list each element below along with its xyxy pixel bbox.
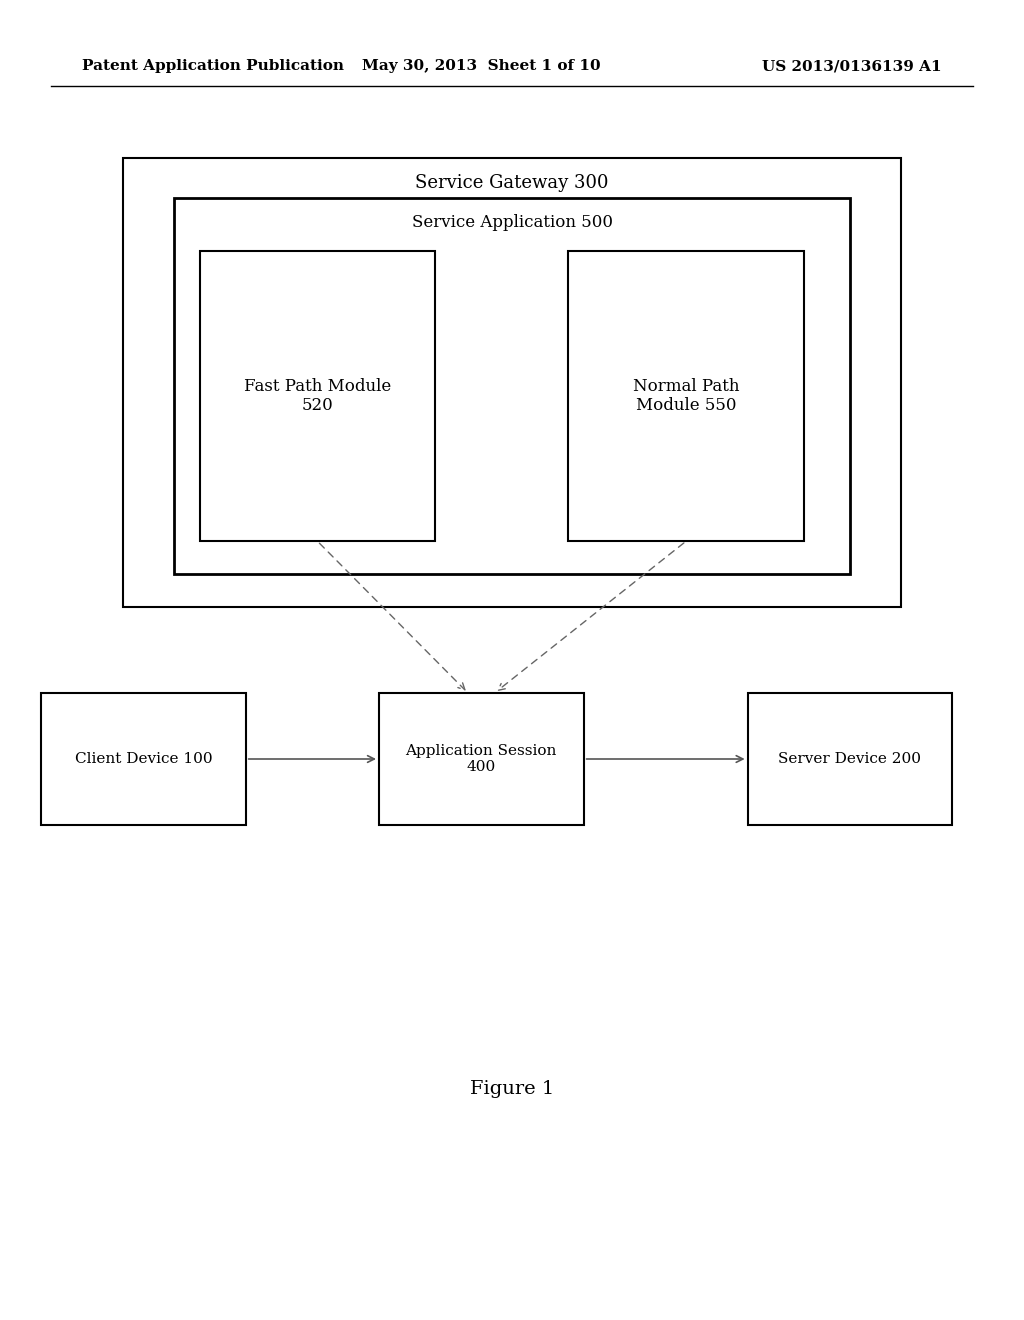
Text: May 30, 2013  Sheet 1 of 10: May 30, 2013 Sheet 1 of 10 xyxy=(361,59,601,74)
FancyBboxPatch shape xyxy=(379,693,584,825)
FancyBboxPatch shape xyxy=(568,251,804,541)
FancyBboxPatch shape xyxy=(41,693,246,825)
Text: Fast Path Module
520: Fast Path Module 520 xyxy=(244,378,391,414)
Text: Service Application 500: Service Application 500 xyxy=(412,214,612,231)
FancyBboxPatch shape xyxy=(174,198,850,574)
Text: Application Session
400: Application Session 400 xyxy=(406,744,557,774)
Text: Service Gateway 300: Service Gateway 300 xyxy=(416,174,608,193)
Text: Client Device 100: Client Device 100 xyxy=(75,752,212,766)
FancyBboxPatch shape xyxy=(748,693,952,825)
Text: Figure 1: Figure 1 xyxy=(470,1080,554,1098)
Text: Normal Path
Module 550: Normal Path Module 550 xyxy=(633,378,739,414)
Text: Patent Application Publication: Patent Application Publication xyxy=(82,59,344,74)
FancyBboxPatch shape xyxy=(123,158,901,607)
Text: US 2013/0136139 A1: US 2013/0136139 A1 xyxy=(763,59,942,74)
FancyBboxPatch shape xyxy=(200,251,435,541)
Text: Server Device 200: Server Device 200 xyxy=(778,752,922,766)
